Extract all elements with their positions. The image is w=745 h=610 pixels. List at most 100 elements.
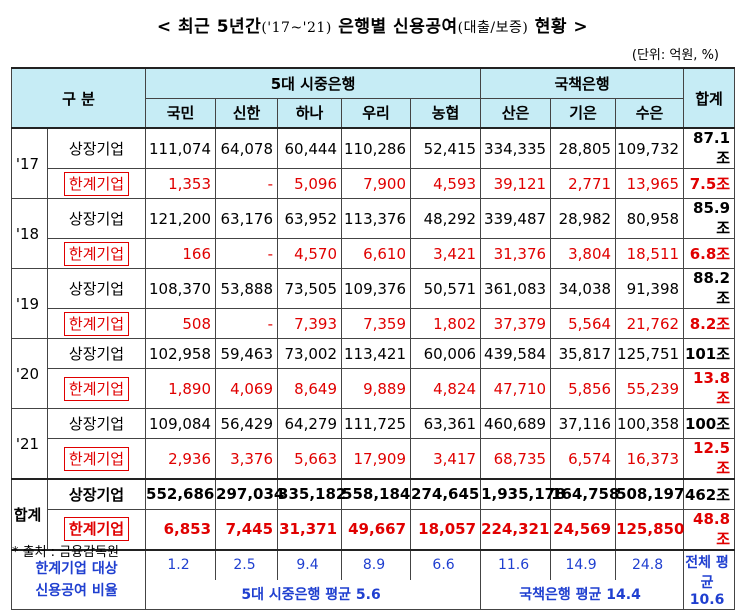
bank-header: 신한 (215, 97, 279, 129)
marginal-value: 8,649 (277, 368, 343, 409)
marginal-value: - (215, 238, 279, 269)
marginal-value: 9,889 (341, 368, 412, 409)
table-row: '17 상장기업 111,074 64,078 60,444 110,286 52,415 3… (11, 127, 736, 199)
listed-value: 297,034 (215, 478, 284, 510)
marginal-value: 1,802 (410, 308, 482, 339)
listed-value: 334,335 (480, 127, 552, 169)
listed-total: 101조 (683, 338, 736, 369)
marginal-value: 6,574 (550, 438, 617, 480)
marginal-total: 6.8조 (683, 238, 736, 269)
marginal-company-cell: 한계기업 (46, 238, 147, 269)
marginal-value: 17,909 (341, 438, 412, 480)
listed-company-label: 상장기업 (46, 408, 147, 439)
listed-total: 85.9조 (683, 198, 736, 239)
overall-average-label: 전체 평균 (685, 554, 729, 591)
listed-value: 109,084 (145, 408, 217, 439)
listed-value: 113,376 (341, 198, 412, 239)
marginal-value: 4,570 (277, 238, 343, 269)
marginal-company-cell: 한계기업 (46, 508, 147, 550)
listed-value: 361,083 (480, 268, 552, 309)
bank-header: 수은 (615, 97, 685, 129)
title-part: 현황 > (528, 17, 589, 37)
marginal-value: 55,239 (615, 368, 685, 409)
bank-header: 하나 (277, 97, 343, 129)
listed-value: 56,429 (215, 408, 279, 439)
listed-value: 111,074 (145, 127, 217, 169)
ratio-value: 8.9 (341, 548, 412, 580)
listed-total: 87.1조 (683, 127, 736, 169)
marginal-value: 1,890 (145, 368, 217, 409)
listed-value: 109,376 (341, 268, 412, 309)
listed-value: 339,487 (480, 198, 552, 239)
marginal-value: 39,121 (480, 168, 552, 199)
bank-header: 우리 (341, 97, 412, 129)
listed-value: 60,006 (410, 338, 482, 369)
marginal-value: 16,373 (615, 438, 685, 480)
listed-value: 35,817 (550, 338, 617, 369)
marginal-value: 224,321 (480, 508, 552, 550)
ratio-label-line: 한계기업 대상 (35, 560, 118, 577)
listed-value: 108,370 (145, 268, 217, 309)
listed-value: 73,505 (277, 268, 343, 309)
marginal-value: 508 (145, 308, 217, 339)
table-row: 한계기업 508-7,393 7,359 1,802 37,379 5,564 21,762… (12, 308, 736, 339)
listed-company-label: 상장기업 (46, 268, 147, 309)
table-row: 한계기업 2,936 3,376 5,663 17,909 3,417 68,735 6,57… (12, 438, 736, 480)
ratio-value: 9.4 (277, 548, 343, 580)
listed-value: 80,958 (615, 198, 685, 239)
listed-value: 274,645 (410, 478, 482, 510)
marginal-total: 8.2조 (683, 308, 736, 339)
marginal-company-cell: 한계기업 (46, 368, 147, 409)
table-row: '21 상장기업 109,084 56,429 64,279 111,725 63,361 4… (11, 408, 736, 480)
marginal-value: 3,421 (410, 238, 482, 269)
marginal-company-cell: 한계기업 (46, 308, 147, 339)
listed-value: 552,686 (145, 478, 217, 510)
listed-value: 164,758 (550, 478, 619, 510)
table-row: 합계 상장기업 552,686 297,034 335,182 558,184 274,64… (11, 478, 736, 550)
marginal-value: 31,371 (277, 508, 343, 550)
marginal-value: 5,663 (277, 438, 343, 480)
listed-value: 63,361 (410, 408, 482, 439)
category-header: 구 분 (10, 67, 147, 129)
listed-total: 462조 (683, 478, 736, 510)
marginal-value: - (215, 308, 279, 339)
marginal-total: 48.8조 (683, 508, 736, 550)
listed-value: 558,184 (341, 478, 412, 510)
marginal-company-cell: 한계기업 (46, 168, 147, 199)
commercial-group-header: 5대 시중은행 (145, 67, 482, 99)
marginal-value: 1,353 (145, 168, 217, 199)
listed-value: 335,182 (277, 478, 346, 510)
marginal-value: 49,667 (341, 508, 412, 550)
ratio-value: 6.6 (410, 548, 482, 580)
ratio-label-line: 신용공여 비율 (35, 582, 118, 599)
marginal-total: 12.5조 (683, 438, 736, 480)
table-row: '20 상장기업 102,958 59,463 73,002 113,421 60,006 4… (11, 338, 736, 409)
table-row: 한계기업 1,353-5,096 7,900 4,593 39,121 2,771 13,9… (12, 168, 736, 199)
year-label: '18 (11, 198, 48, 269)
bank-header: 산은 (480, 97, 552, 129)
table-row: '18 상장기업 121,200 63,176 63,952 113,376 48,292 3… (11, 198, 736, 269)
marginal-total: 13.8조 (683, 368, 736, 409)
year-label: '21 (11, 408, 48, 480)
credit-table: 구 분 5대 시중은행 국책은행 합계 국민 신한 하나 우리 농협 산은 기은… (10, 67, 736, 610)
listed-company-label: 상장기업 (46, 198, 147, 239)
marginal-value: - (215, 168, 279, 199)
marginal-value: 2,936 (145, 438, 217, 480)
marginal-value: 7,445 (215, 508, 279, 550)
overall-average-value: 10.6 (689, 591, 725, 608)
unit-note: (단위: 억원, %) (631, 48, 719, 63)
marginal-value: 5,096 (277, 168, 343, 199)
listed-value: 439,584 (480, 338, 552, 369)
title-part: 은행별 신용공여 (331, 17, 458, 37)
total-label: 합계 (11, 478, 48, 550)
listed-value: 111,725 (341, 408, 412, 439)
marginal-company-label: 한계기업 (63, 241, 130, 266)
marginal-company-label: 한계기업 (63, 446, 130, 471)
listed-value: 125,751 (615, 338, 685, 369)
marginal-company-cell: 한계기업 (46, 438, 147, 480)
listed-value: 60,444 (277, 127, 343, 169)
ratio-row: 한계기업 대상 신용공여 비율 1.2 2.5 9.4 8.9 6.6 11.6 14.9 24.… (10, 548, 736, 610)
listed-value: 59,463 (215, 338, 279, 369)
listed-value: 109,732 (615, 127, 685, 169)
marginal-value: 37,379 (480, 308, 552, 339)
